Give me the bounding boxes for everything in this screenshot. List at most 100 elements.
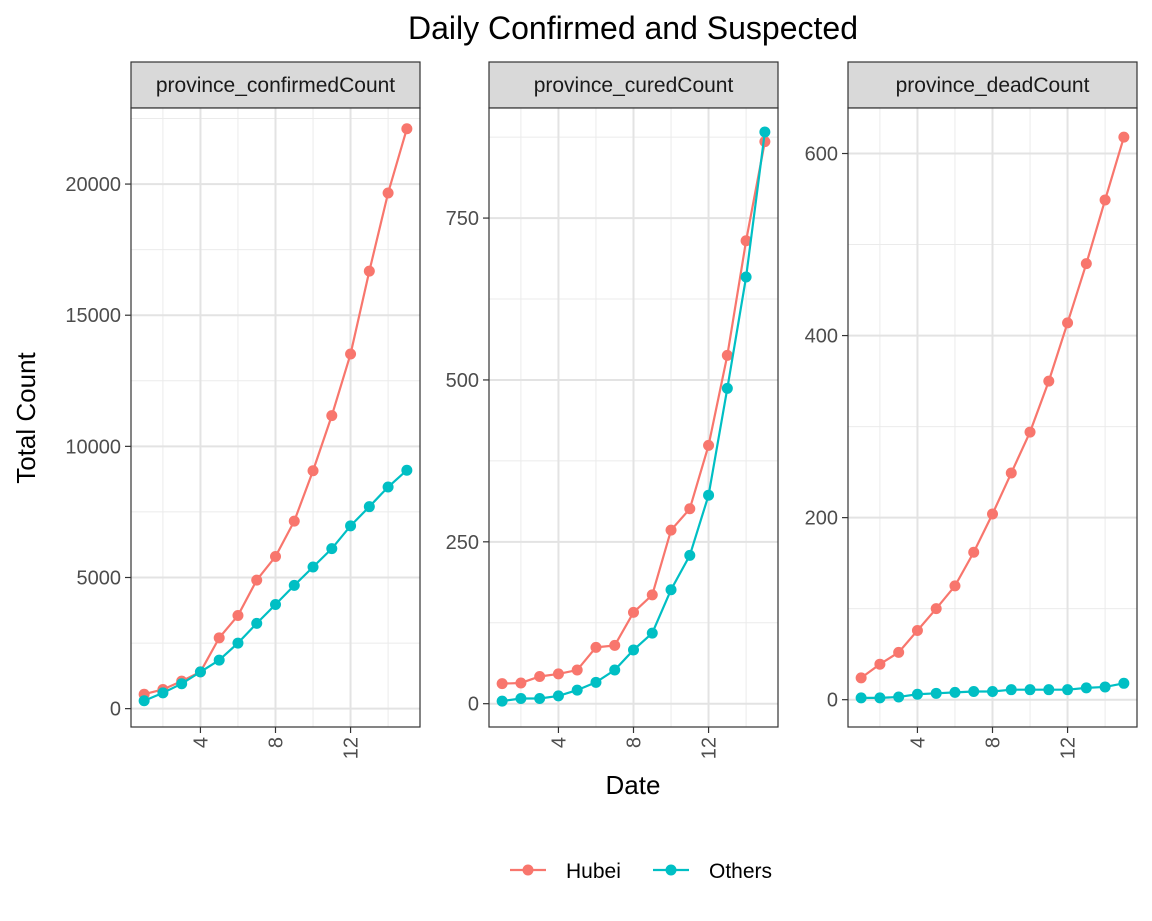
- data-point-others: [987, 685, 998, 697]
- strip-label: province_confirmedCount: [156, 74, 395, 97]
- data-point-hubei: [930, 603, 942, 615]
- y-axis-title: Total Count: [11, 351, 41, 483]
- data-point-others: [721, 382, 733, 394]
- y-tick-label: 0: [110, 699, 121, 721]
- legend-item-hubei: Hubei: [510, 860, 621, 883]
- legend-swatch-point: [522, 864, 534, 876]
- data-point-hubei: [382, 187, 394, 199]
- data-point-hubei: [874, 658, 886, 670]
- panel-province_curedCount: province_curedCount 0 250 500 750 4 8 12: [446, 61, 779, 759]
- data-point-others: [157, 687, 169, 699]
- data-point-hubei: [855, 672, 867, 684]
- data-point-hubei: [1005, 467, 1017, 479]
- data-point-hubei: [515, 677, 527, 689]
- data-point-hubei: [740, 235, 752, 247]
- y-tick-label: 10000: [65, 436, 121, 458]
- data-point-others: [363, 501, 375, 513]
- data-point-others: [590, 676, 602, 688]
- x-tick-label: 8: [624, 737, 646, 748]
- data-point-hubei: [232, 610, 244, 622]
- data-point-others: [534, 693, 546, 705]
- data-point-hubei: [213, 632, 225, 644]
- data-point-others: [176, 678, 188, 690]
- data-point-hubei: [1043, 375, 1055, 387]
- panel-province_confirmedCount: province_confirmedCount 0 5000 10000 15000 20…: [65, 61, 421, 759]
- data-point-hubei: [534, 670, 546, 682]
- legend-label: Hubei: [566, 860, 621, 883]
- data-point-hubei: [288, 515, 300, 527]
- data-point-others: [1043, 684, 1055, 696]
- data-point-hubei: [1062, 317, 1074, 329]
- legend-label: Others: [709, 860, 772, 883]
- data-point-hubei: [911, 625, 923, 637]
- data-point-hubei: [1080, 258, 1092, 270]
- y-tick-label: 400: [805, 326, 838, 348]
- data-point-others: [232, 637, 244, 649]
- data-point-others: [893, 691, 905, 703]
- data-point-others: [1080, 682, 1092, 694]
- data-point-others: [646, 627, 658, 639]
- data-point-others: [609, 664, 621, 676]
- x-tick-label: 4: [548, 737, 570, 748]
- data-point-others: [515, 693, 527, 705]
- data-point-others: [251, 617, 263, 629]
- data-point-others: [930, 687, 942, 699]
- data-point-others: [1024, 684, 1036, 696]
- x-tick-label: 4: [907, 737, 929, 748]
- data-point-others: [138, 695, 150, 707]
- data-point-others: [571, 684, 583, 696]
- y-tick-label: 20000: [65, 174, 121, 196]
- data-point-hubei: [721, 349, 733, 361]
- data-point-hubei: [552, 668, 564, 680]
- data-point-others: [345, 520, 357, 532]
- y-tick-label: 250: [446, 532, 479, 554]
- data-point-others: [194, 666, 206, 678]
- strip-header: [488, 61, 779, 109]
- data-point-hubei: [401, 123, 413, 135]
- data-point-hubei: [665, 524, 677, 536]
- data-point-hubei: [270, 551, 281, 563]
- x-axis-title: Date: [606, 770, 661, 800]
- data-point-hubei: [949, 580, 961, 592]
- data-point-others: [740, 271, 752, 283]
- data-point-others: [213, 654, 225, 666]
- strip-header: [130, 61, 421, 109]
- y-tick-label: 750: [446, 208, 479, 230]
- data-point-hubei: [307, 465, 319, 477]
- data-point-others: [874, 692, 886, 704]
- x-tick-label: 8: [266, 737, 288, 748]
- x-tick-label: 4: [190, 737, 212, 748]
- y-tick-label: 5000: [77, 567, 122, 589]
- data-point-others: [552, 690, 564, 702]
- x-tick-label: 12: [699, 737, 721, 759]
- data-point-hubei: [759, 136, 771, 148]
- y-tick-label: 200: [805, 508, 838, 530]
- data-point-hubei: [703, 439, 715, 451]
- data-point-others: [496, 695, 508, 707]
- legend: Hubei Others: [510, 860, 772, 883]
- data-point-hubei: [1024, 426, 1036, 438]
- data-point-others: [949, 686, 961, 698]
- legend-swatch-point: [665, 864, 677, 876]
- data-point-hubei: [893, 646, 905, 658]
- x-tick-label: 8: [983, 737, 1005, 748]
- legend-item-others: Others: [653, 860, 772, 883]
- data-point-others: [1099, 681, 1111, 693]
- data-point-others: [759, 126, 771, 138]
- data-point-others: [307, 561, 319, 573]
- data-point-others: [855, 692, 867, 704]
- data-point-hubei: [326, 410, 338, 422]
- data-point-others: [911, 688, 923, 700]
- data-point-others: [1062, 684, 1074, 696]
- data-point-others: [628, 644, 639, 656]
- data-point-others: [1118, 677, 1130, 689]
- data-point-hubei: [646, 589, 658, 601]
- data-point-hubei: [968, 546, 980, 558]
- data-point-others: [665, 584, 677, 596]
- data-point-hubei: [987, 508, 998, 520]
- data-point-hubei: [363, 265, 375, 277]
- data-point-others: [288, 579, 300, 591]
- y-tick-label: 0: [827, 690, 838, 712]
- data-point-others: [968, 685, 980, 697]
- data-point-hubei: [251, 574, 263, 586]
